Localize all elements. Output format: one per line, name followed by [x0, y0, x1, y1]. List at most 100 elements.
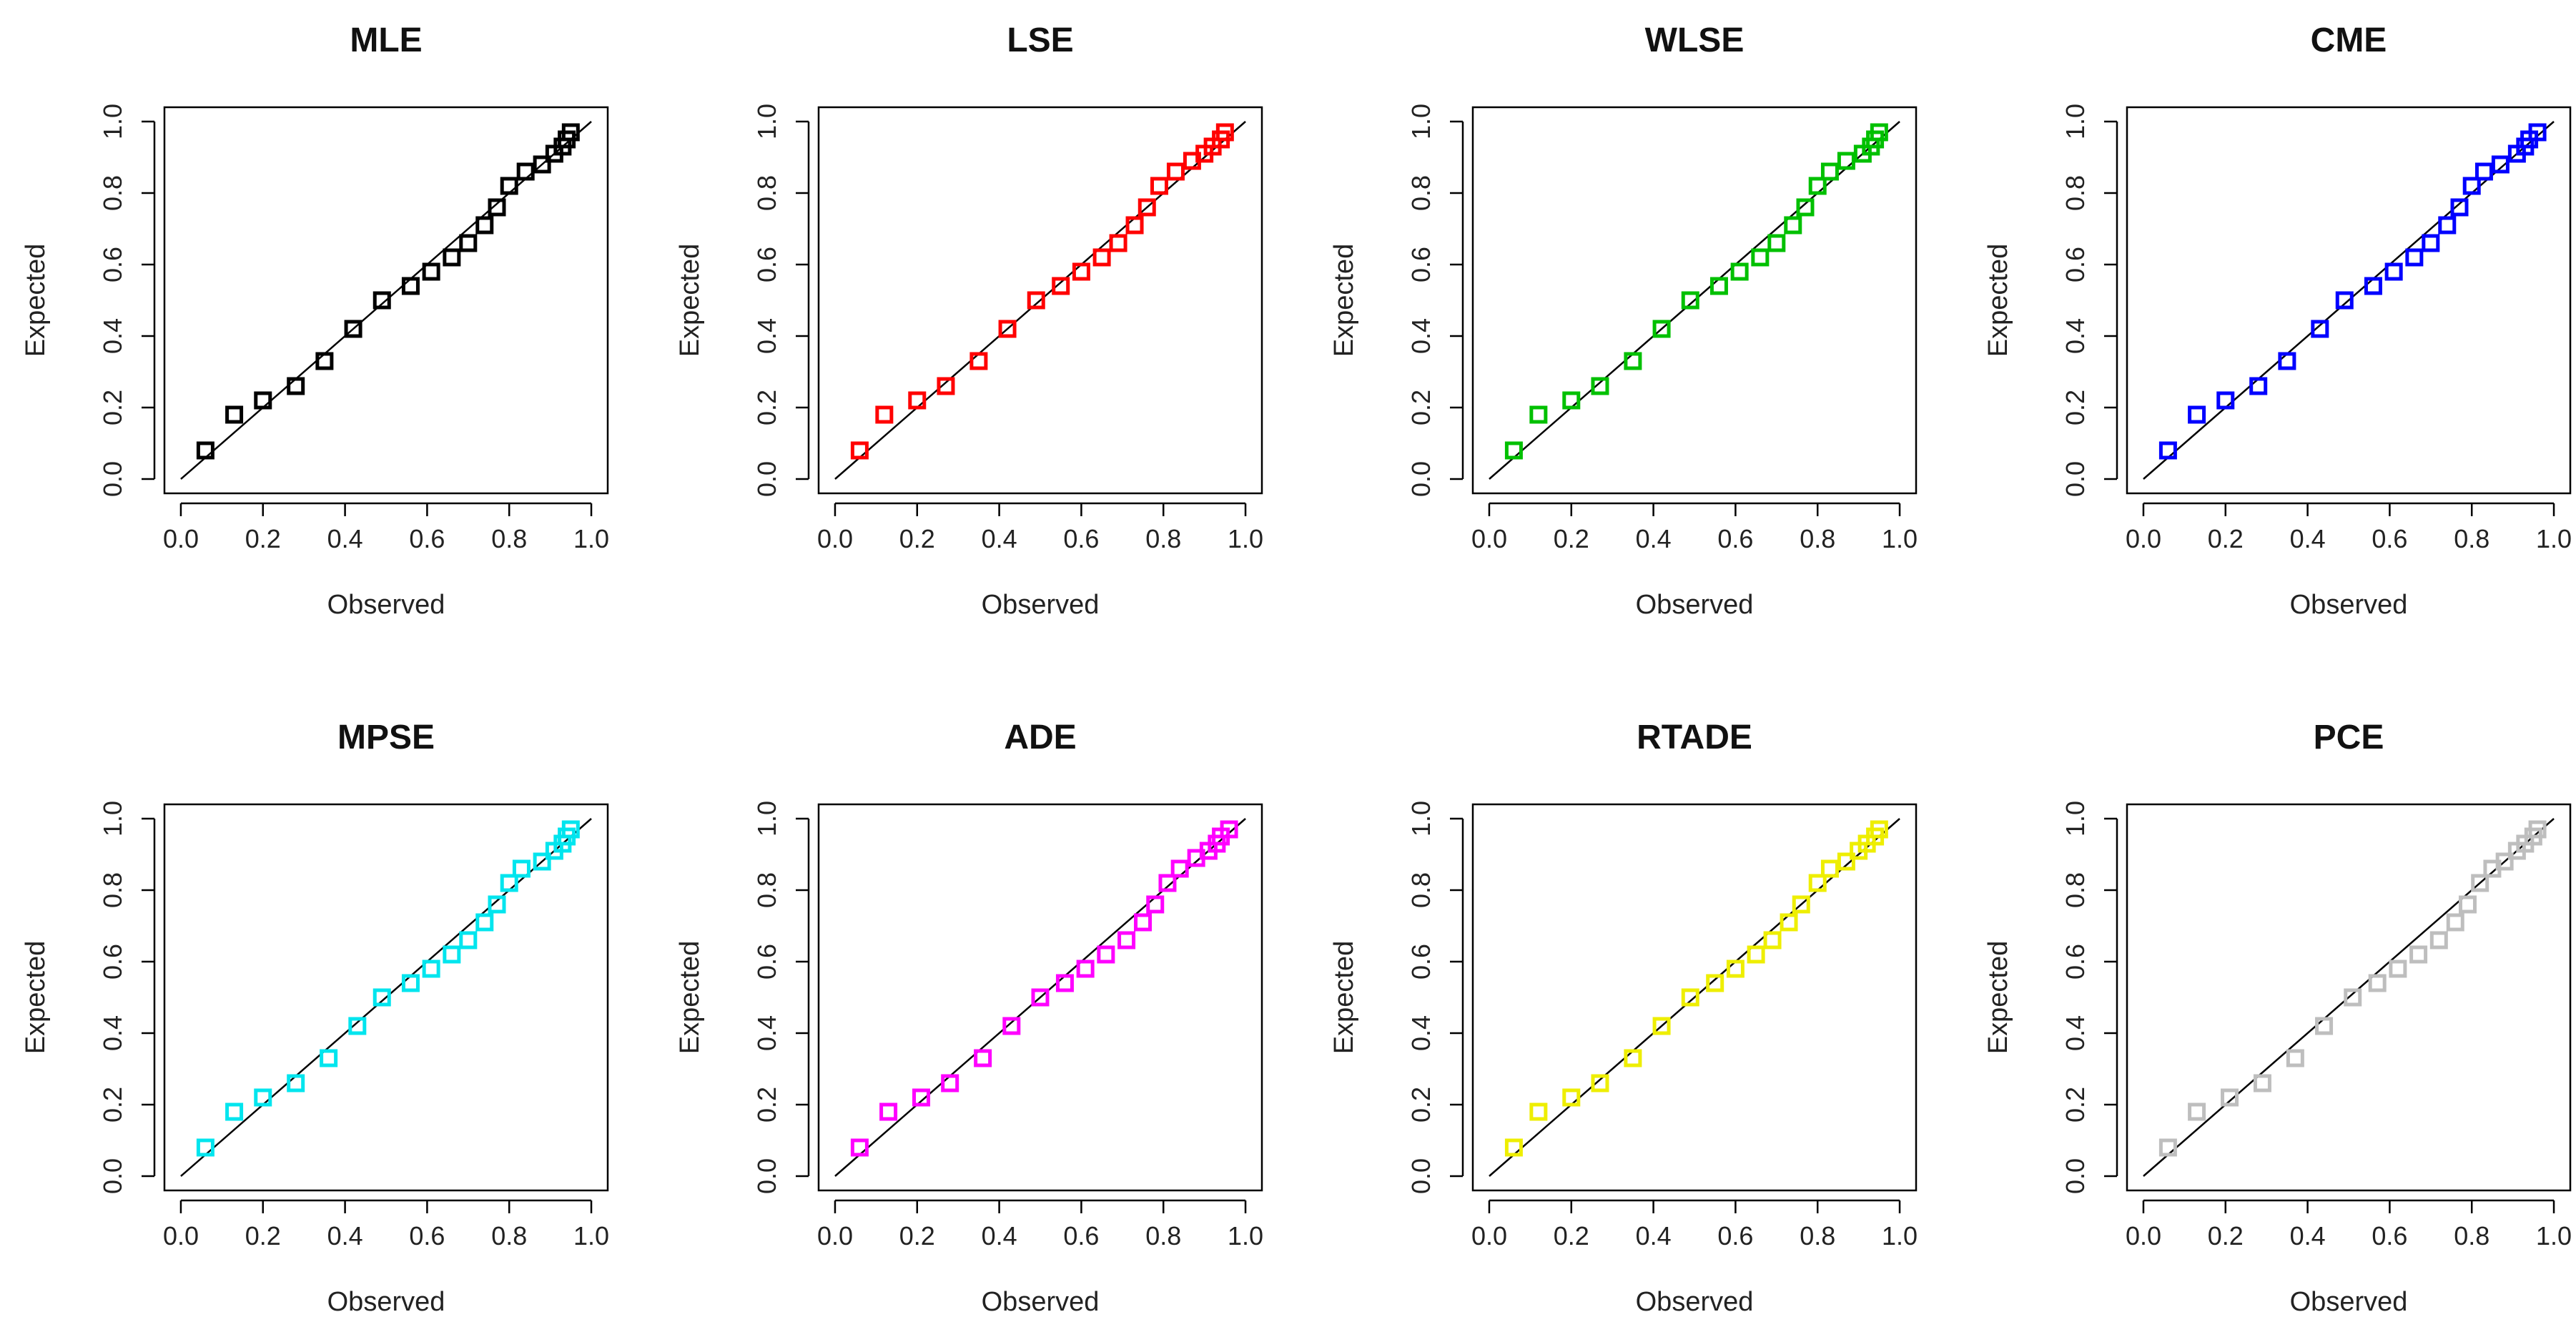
x-tick-label: 0.6 — [1717, 524, 1753, 553]
data-point — [254, 1088, 272, 1107]
data-point — [879, 1102, 898, 1121]
y-tick-label: 0.6 — [1406, 247, 1436, 282]
y-tick-label: 0.6 — [2061, 944, 2090, 980]
panel-title: ADE — [1004, 719, 1076, 756]
x-tick-label: 0.8 — [491, 524, 527, 553]
panel-rtade: RTADE 0.0 0.2 0.4 0.6 0.8 1.0 0.0 0.2 0.4 0.6 0.8 1.… — [1329, 719, 1918, 1317]
x-tick-label: 0.4 — [327, 524, 363, 553]
x-axis-label: Observed — [982, 590, 1100, 620]
panel-title: PCE — [2314, 719, 2384, 756]
y-tick-label: 1.0 — [1406, 801, 1436, 837]
data-point — [1055, 974, 1074, 992]
data-point — [1125, 216, 1144, 235]
data-point — [2344, 988, 2362, 1007]
data-point — [1837, 152, 1855, 170]
data-point — [443, 945, 461, 964]
data-point — [2249, 377, 2268, 395]
data-point — [912, 1088, 931, 1107]
data-point — [937, 377, 955, 395]
data-point — [2429, 931, 2448, 949]
data-point — [1837, 852, 1855, 871]
data-point — [2286, 1049, 2304, 1067]
data-point — [1220, 820, 1238, 839]
data-point — [459, 931, 478, 949]
x-tick-label: 0.6 — [1717, 1221, 1753, 1250]
data-point — [974, 1049, 992, 1067]
data-point — [2458, 895, 2477, 914]
x-axis-label: Observed — [982, 1287, 1100, 1317]
data-point — [1624, 1049, 1642, 1067]
data-point — [1158, 874, 1177, 892]
panel-cme: CME 0.0 0.2 0.4 0.6 0.8 1.0 0.0 0.2 0.4 0.6 0.8 1.0 O… — [1983, 21, 2572, 620]
x-tick-label: 0.8 — [1145, 1221, 1181, 1250]
data-point — [1138, 198, 1156, 217]
data-point — [533, 852, 551, 871]
data-point — [2216, 391, 2235, 410]
x-tick-label: 0.6 — [1063, 524, 1099, 553]
data-point — [488, 198, 506, 217]
y-tick-label: 0.6 — [98, 944, 127, 980]
plot-frame — [163, 106, 609, 495]
data-point — [2409, 945, 2428, 964]
y-tick-label: 0.0 — [1406, 461, 1436, 497]
data-point — [516, 162, 535, 181]
data-point — [475, 913, 494, 932]
y-tick-label: 1.0 — [98, 801, 127, 837]
data-point — [941, 1074, 959, 1092]
data-point — [1529, 1102, 1548, 1121]
data-point — [1726, 959, 1745, 978]
data-point — [1820, 162, 1839, 181]
plot-frame — [2126, 803, 2572, 1192]
x-tick-label: 0.2 — [1554, 524, 1589, 553]
reference-line — [180, 121, 592, 480]
y-axis-label: Expected — [1983, 941, 2013, 1054]
data-point — [2311, 320, 2329, 338]
data-point — [1562, 391, 1581, 410]
x-tick-label: 0.6 — [1063, 1221, 1099, 1250]
data-point — [998, 320, 1017, 338]
data-point — [1706, 974, 1724, 992]
data-point — [2368, 974, 2387, 992]
data-point — [1134, 913, 1153, 932]
data-point — [2528, 820, 2547, 839]
data-point — [225, 1102, 244, 1121]
y-tick-label: 0.2 — [1406, 390, 1436, 425]
x-tick-label: 0.0 — [817, 1221, 853, 1250]
y-tick-label: 0.4 — [1406, 318, 1436, 354]
x-tick-label: 0.4 — [1636, 1221, 1672, 1250]
data-point — [1681, 988, 1699, 1007]
x-tick-label: 0.0 — [817, 524, 853, 553]
x-tick-label: 0.2 — [2208, 524, 2244, 553]
reference-line — [2143, 818, 2555, 1177]
data-point — [2315, 1017, 2334, 1035]
y-tick-label: 0.2 — [98, 390, 127, 425]
y-tick-label: 0.4 — [752, 318, 781, 354]
x-tick-label: 0.2 — [899, 1221, 935, 1250]
data-point — [1751, 248, 1770, 267]
data-point — [2446, 913, 2464, 932]
x-tick-label: 0.8 — [1800, 1221, 1835, 1250]
data-point — [500, 874, 518, 892]
data-point — [422, 959, 440, 978]
x-tick-label: 0.8 — [491, 1221, 527, 1250]
x-tick-label: 0.4 — [2290, 1221, 2326, 1250]
data-point — [2471, 874, 2489, 892]
x-tick-label: 0.0 — [1471, 1221, 1507, 1250]
data-point — [372, 988, 391, 1007]
data-point — [320, 1049, 338, 1067]
data-point — [1591, 377, 1609, 395]
data-point — [500, 177, 518, 195]
data-point — [1681, 291, 1699, 310]
x-axis-label: Observed — [2290, 590, 2408, 620]
y-tick-label: 0.6 — [752, 247, 781, 282]
y-axis-label: Expected — [1983, 244, 2013, 357]
data-point — [196, 1138, 214, 1157]
x-tick-label: 1.0 — [573, 1221, 609, 1250]
data-point — [1784, 216, 1802, 235]
x-tick-label: 0.2 — [2208, 1221, 2244, 1250]
data-point — [2438, 216, 2457, 235]
y-tick-label: 0.0 — [2061, 461, 2090, 497]
x-tick-label: 0.0 — [2126, 1221, 2161, 1250]
x-axis-label: Observed — [1636, 1287, 1754, 1317]
y-tick-label: 0.6 — [98, 247, 127, 282]
